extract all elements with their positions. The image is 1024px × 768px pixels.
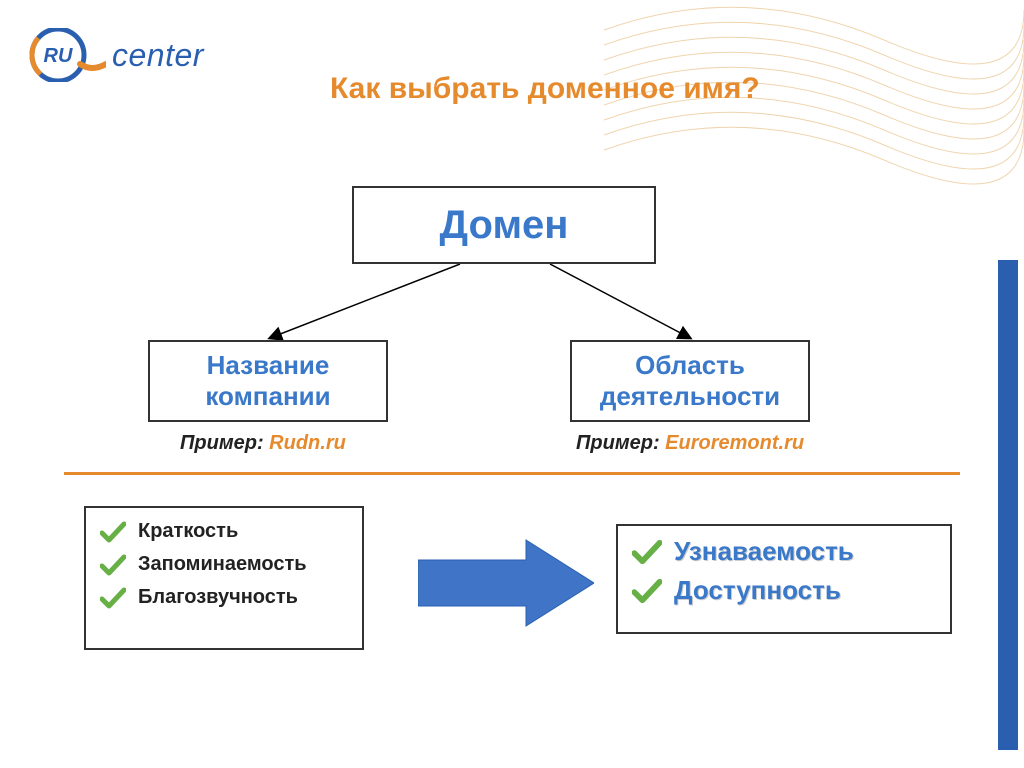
criteria-item: Краткость	[100, 520, 348, 543]
check-icon	[100, 554, 126, 576]
check-icon	[100, 587, 126, 609]
criteria-box: Краткость Запоминаемость Благозвучность	[84, 506, 364, 650]
child-right-line1: Область	[600, 350, 780, 381]
result-label: Доступность	[674, 575, 841, 606]
arrow-right-icon	[418, 538, 594, 628]
results-box: Узнаваемость Доступность	[616, 524, 952, 634]
criteria-item: Запоминаемость	[100, 553, 348, 576]
logo-text: center	[112, 37, 204, 74]
result-item: Доступность	[632, 575, 936, 606]
check-icon	[100, 521, 126, 543]
criteria-item: Благозвучность	[100, 586, 348, 609]
criteria-label: Благозвучность	[138, 586, 298, 609]
logo: RU center	[28, 28, 204, 82]
result-item: Узнаваемость	[632, 536, 936, 567]
child-box-left: Название компании	[148, 340, 388, 422]
divider	[64, 472, 960, 475]
example-right-prefix: Пример:	[576, 432, 665, 454]
child-right-line2: деятельности	[600, 381, 780, 412]
connector-arrows	[150, 264, 850, 342]
example-right: Пример: Euroremont.ru	[576, 432, 804, 455]
slide: RU center Как выбрать доменное имя? Доме…	[0, 0, 1024, 768]
example-left-prefix: Пример:	[180, 432, 269, 454]
example-left: Пример: Rudn.ru	[180, 432, 346, 455]
side-accent-bar	[998, 260, 1018, 750]
example-left-value: Rudn.ru	[269, 432, 346, 454]
result-label: Узнаваемость	[674, 536, 854, 567]
child-box-right: Область деятельности	[570, 340, 810, 422]
criteria-label: Краткость	[138, 520, 238, 543]
slide-title: Как выбрать доменное имя?	[330, 72, 760, 106]
check-icon	[632, 578, 662, 604]
example-right-value: Euroremont.ru	[665, 432, 804, 454]
check-icon	[632, 539, 662, 565]
criteria-label: Запоминаемость	[138, 553, 307, 576]
svg-text:RU: RU	[44, 45, 73, 67]
child-left-line1: Название	[205, 350, 330, 381]
root-box: Домен	[352, 186, 656, 264]
child-left-line2: компании	[205, 381, 330, 412]
logo-badge-icon: RU	[28, 28, 106, 82]
